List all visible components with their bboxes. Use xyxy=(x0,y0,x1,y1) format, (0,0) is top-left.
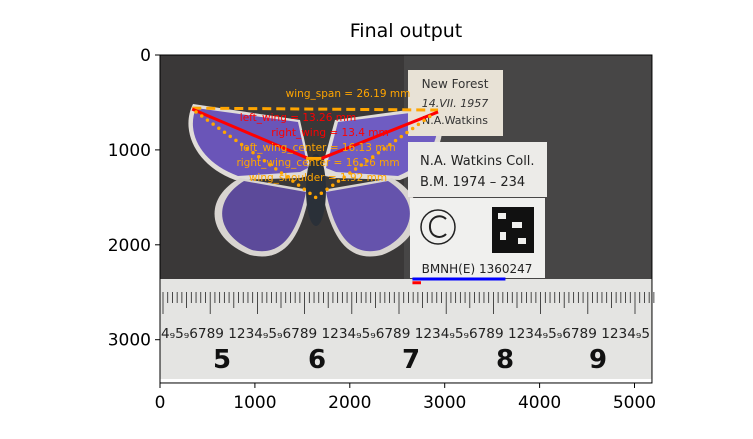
ruler-number: 5 xyxy=(213,345,231,375)
ruler-number: 6 xyxy=(308,345,326,375)
label-bmnh-id: BMNH(E) 1360247 xyxy=(422,262,533,276)
wing-shoulder-label: wing_shoulder = 1.92 mm xyxy=(249,172,387,184)
ruler-number: 7 xyxy=(402,345,420,375)
x-tick-label: 0 xyxy=(155,393,166,413)
x-tick-label: 2000 xyxy=(328,393,371,413)
label-collection-line: N.A. Watkins Coll. xyxy=(420,154,535,169)
specimen-label-bmnh: BMNH(E) 1360247 xyxy=(410,198,545,278)
wing-span-label: wing_span = 26.19 mm xyxy=(286,88,411,100)
axes: 0 1000 2000 3000 4000 5000 0 1000 2000 3000 xyxy=(108,46,656,413)
x-tick-label: 1000 xyxy=(233,393,276,413)
wing-span-line xyxy=(192,106,439,112)
left-wing-label: left_wing = 13.26 mm xyxy=(240,112,356,124)
label-register-line: B.M. 1974 – 234 xyxy=(420,175,525,190)
chart-title: Final output xyxy=(350,20,463,42)
axes-frame xyxy=(159,54,653,384)
left-wing-line xyxy=(191,107,309,160)
x-tick-label: 5000 xyxy=(613,393,656,413)
y-tick-label: 1000 xyxy=(108,141,151,161)
ruler: 4₉5₉6789 1234₉5₉6789 1234₉5₉6789 1234₉5₉… xyxy=(160,279,655,379)
label-date-line: 14.VII. 1957 xyxy=(422,97,489,110)
right-wing-line xyxy=(320,110,439,160)
y-tick-label: 0 xyxy=(140,46,151,66)
ruler-small-digits: 4₉5₉6789 1234₉5₉6789 1234₉5₉6789 1234₉5₉… xyxy=(161,327,650,342)
annotations: wing_span = 26.19 mm left_wing = 13.26 mm… xyxy=(191,88,506,285)
y-tick-label: 2000 xyxy=(108,236,151,256)
specimen-label-collection: N.A. Watkins Coll. B.M. 1974 – 234 xyxy=(408,142,547,197)
right-wing-label: right_wing = 13.4 mm xyxy=(271,127,388,139)
right-wing-center-label: right_wing_center = 16.16 mm xyxy=(236,157,399,169)
specimen-label-location: New Forest 14.VII. 1957 N.A.Watkins xyxy=(408,70,503,136)
label-location-line: New Forest xyxy=(422,77,489,91)
ruler-number: 9 xyxy=(589,345,607,375)
label-collector-line: N.A.Watkins xyxy=(422,114,488,127)
x-tick-label: 4000 xyxy=(518,393,561,413)
right-wing-center-line xyxy=(313,112,436,200)
x-tick-label: 3000 xyxy=(423,393,466,413)
ruler-number: 8 xyxy=(496,345,514,375)
left-wing-center-label: left_wing_center = 16.13 mm xyxy=(240,142,395,154)
y-tick-label: 3000 xyxy=(108,331,151,351)
copyright-icon xyxy=(420,209,456,245)
copyright-glyph xyxy=(428,215,447,238)
specimen-image: New Forest 14.VII. 1957 N.A.Watkins N.A.… xyxy=(160,55,655,379)
